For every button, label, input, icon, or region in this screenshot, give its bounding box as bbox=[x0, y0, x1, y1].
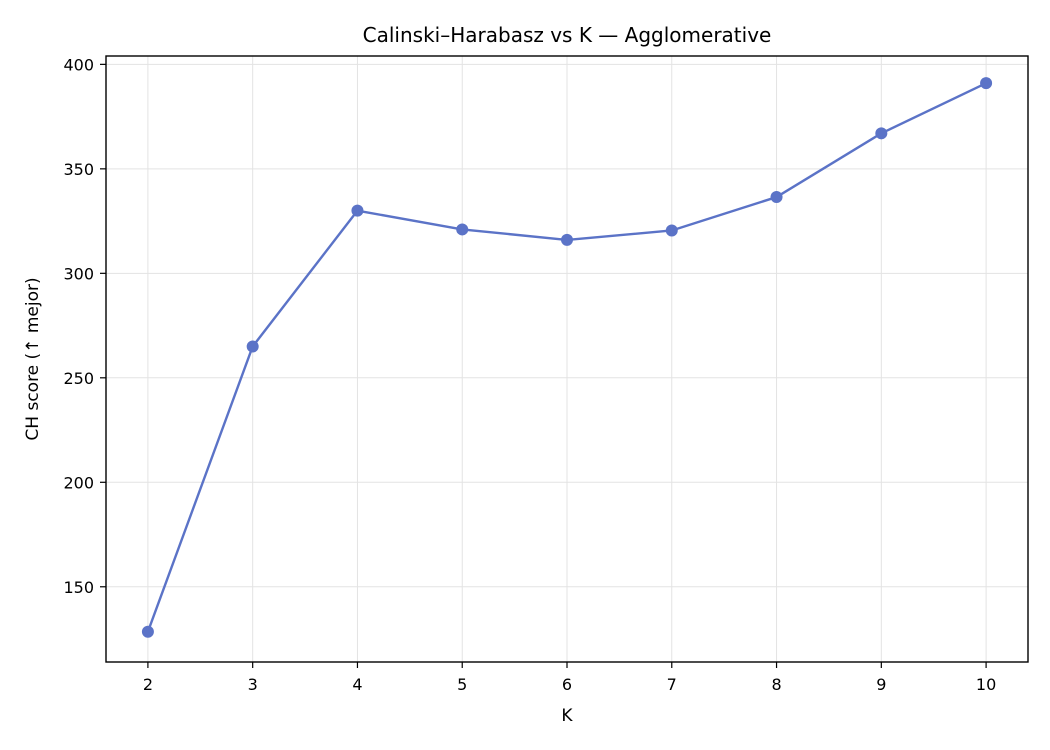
y-tick-label: 200 bbox=[63, 473, 94, 492]
data-point bbox=[561, 233, 573, 246]
x-tick-label: 6 bbox=[562, 675, 572, 694]
data-point bbox=[665, 224, 678, 237]
data-point bbox=[141, 625, 154, 638]
y-axis: 150 200 250 300 350 400 bbox=[63, 55, 106, 597]
x-tick-label: 10 bbox=[976, 675, 996, 694]
y-tick-label: 300 bbox=[63, 264, 94, 283]
y-tick-label: 250 bbox=[63, 369, 94, 388]
x-tick-label: 2 bbox=[143, 675, 153, 694]
x-tick-label: 4 bbox=[352, 675, 362, 694]
x-tick-label: 7 bbox=[667, 675, 677, 694]
y-tick-label: 400 bbox=[63, 55, 94, 74]
y-tick-label: 350 bbox=[63, 160, 94, 179]
x-tick-label: 8 bbox=[771, 675, 781, 694]
y-tick-label: 150 bbox=[63, 578, 94, 597]
data-point bbox=[456, 223, 469, 236]
data-point bbox=[770, 191, 783, 204]
chart-title: Calinski–Harabasz vs K — Agglomerative bbox=[363, 23, 772, 47]
y-axis-title: CH score (↑ mejor) bbox=[23, 277, 43, 440]
data-point bbox=[246, 340, 259, 353]
x-axis-title: K bbox=[561, 706, 573, 726]
x-tick-label: 9 bbox=[876, 675, 886, 694]
grid bbox=[106, 56, 1028, 662]
series-layer bbox=[141, 77, 993, 638]
x-tick-label: 5 bbox=[457, 675, 467, 694]
data-point bbox=[875, 127, 888, 140]
x-axis: 2 3 4 5 6 7 8 9 10 bbox=[143, 662, 996, 694]
x-tick-label: 3 bbox=[248, 675, 258, 694]
data-point bbox=[980, 77, 993, 90]
data-point bbox=[351, 204, 364, 217]
